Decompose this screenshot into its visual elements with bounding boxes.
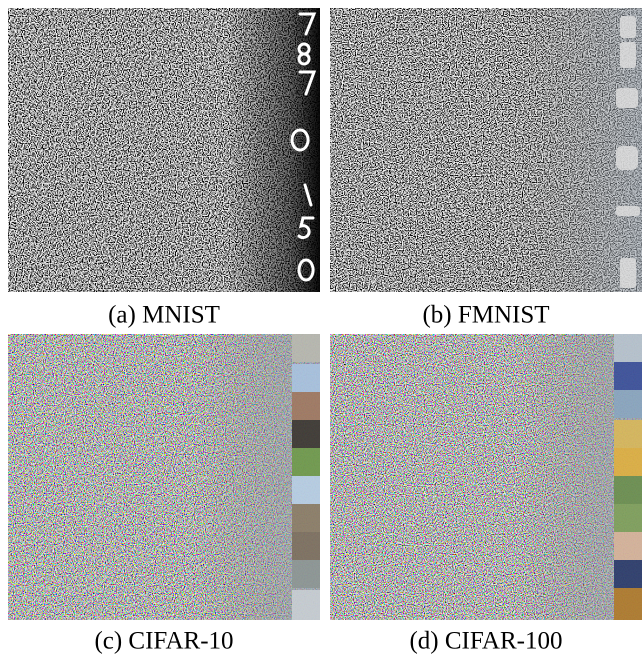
caption: (b) FMNIST — [422, 302, 549, 329]
image-overlay — [8, 8, 320, 292]
caption: (c) CIFAR-10 — [94, 628, 233, 655]
image-overlay — [8, 334, 320, 620]
panel-mnist — [8, 8, 320, 292]
image-thumbnails — [292, 334, 320, 620]
panel-cifar100 — [330, 334, 642, 620]
caption: (d) CIFAR-100 — [409, 628, 562, 655]
panel-fmnist — [330, 8, 642, 292]
image-overlay — [330, 8, 642, 292]
caption: (a) MNIST — [108, 302, 220, 329]
page: (a) MNIST (b) FMNIST (c) — [0, 0, 644, 658]
panel-cifar10 — [8, 334, 320, 620]
image-overlay — [330, 334, 642, 620]
figure: (a) MNIST (b) FMNIST (c) — [0, 0, 644, 658]
image-thumbnails — [614, 334, 642, 620]
